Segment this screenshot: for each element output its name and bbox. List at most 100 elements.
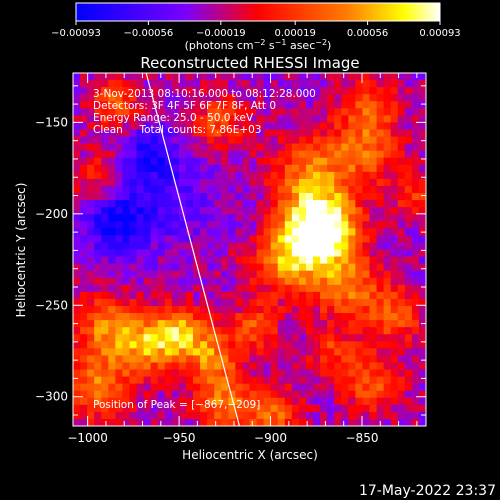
heatmap-cell — [108, 122, 116, 130]
heatmap-cell — [207, 228, 215, 236]
heatmap-cell — [249, 200, 257, 208]
heatmap-cell — [397, 150, 406, 159]
heatmap-cell — [87, 284, 95, 293]
heatmap-cell — [334, 80, 342, 88]
heatmap-cell — [313, 214, 321, 222]
heatmap-cell — [80, 221, 88, 229]
heatmap-cell — [390, 291, 399, 300]
heatmap-cell — [73, 376, 81, 385]
heatmap-cell — [390, 390, 399, 399]
heatmap-cell — [418, 418, 426, 426]
heatmap-cell — [129, 129, 137, 137]
heatmap-cell — [313, 115, 321, 123]
heatmap-cell — [320, 122, 328, 130]
heatmap-cell — [355, 256, 363, 265]
heatmap-cell — [185, 178, 194, 187]
heatmap-cell — [143, 136, 152, 144]
heatmap-cell — [171, 320, 180, 328]
heatmap-cell — [397, 101, 406, 109]
heatmap-cell — [115, 355, 123, 363]
heatmap-cell — [136, 129, 144, 137]
heatmap-cell — [355, 291, 363, 300]
heatmap-cell — [228, 313, 236, 321]
heatmap-cell — [369, 284, 377, 293]
heatmap-cell — [334, 390, 342, 399]
heatmap-cell — [327, 87, 335, 95]
heatmap-cell — [80, 397, 88, 406]
heatmap-cell — [94, 143, 102, 152]
heatmap-cell — [320, 80, 328, 88]
heatmap-cell — [94, 418, 102, 426]
heatmap-cell — [277, 193, 286, 201]
heatmap-cell — [284, 185, 293, 194]
heatmap-cell — [277, 249, 286, 257]
heatmap-cell — [164, 277, 173, 286]
heatmap-cell — [200, 305, 208, 314]
heatmap-cell — [418, 207, 426, 215]
heatmap-cell — [108, 200, 116, 208]
heatmap-cell — [362, 383, 370, 392]
heatmap-cell — [185, 284, 194, 293]
heatmap-cell — [291, 157, 300, 166]
heatmap-cell — [348, 87, 356, 95]
heatmap-cell — [362, 291, 370, 300]
heatmap-cell — [164, 164, 173, 173]
heatmap-cell — [87, 207, 95, 215]
heatmap-cell — [256, 178, 265, 187]
heatmap-cell — [178, 263, 187, 272]
heatmap-cell — [94, 249, 102, 257]
heatmap-cell — [284, 136, 293, 144]
heatmap-cell — [73, 122, 81, 130]
heatmap-cell — [115, 291, 123, 300]
heatmap-cell — [270, 214, 279, 222]
heatmap-cell — [418, 334, 426, 342]
heatmap-cell — [108, 397, 116, 406]
heatmap-cell — [418, 404, 426, 413]
x-tick-label: −1000 — [67, 431, 108, 445]
heatmap-cell — [200, 80, 208, 88]
heatmap-cell — [171, 355, 180, 363]
heatmap-cell — [164, 221, 173, 229]
heatmap-cell — [150, 376, 159, 385]
heatmap-cell — [171, 207, 180, 215]
heatmap-cell — [242, 341, 250, 349]
heatmap-cell — [178, 200, 187, 208]
heatmap-cell — [291, 334, 300, 342]
heatmap-cell — [115, 214, 123, 222]
heatmap-cell — [171, 136, 180, 144]
heatmap-cell — [383, 228, 392, 236]
heatmap-cell — [284, 305, 293, 314]
heatmap-cell — [122, 404, 130, 413]
heatmap-cell — [235, 185, 243, 194]
heatmap-cell — [362, 178, 370, 187]
heatmap-cell — [348, 298, 356, 307]
heatmap-cell — [362, 150, 370, 159]
heatmap-cell — [348, 277, 356, 286]
heatmap-cell — [362, 348, 370, 356]
heatmap-cell — [341, 334, 349, 342]
heatmap-cell — [397, 87, 406, 95]
heatmap-cell — [87, 193, 95, 201]
heatmap-cell — [355, 341, 363, 349]
heatmap-cell — [122, 376, 130, 385]
heatmap-cell — [284, 369, 293, 377]
heatmap-cell — [362, 115, 370, 123]
heatmap-cell — [136, 143, 144, 152]
heatmap-cell — [355, 178, 363, 187]
heatmap-cell — [291, 390, 300, 399]
heatmap-cell — [143, 157, 152, 166]
heatmap-cell — [362, 171, 370, 180]
heatmap-cell — [284, 263, 293, 272]
heatmap-cell — [334, 256, 342, 265]
heatmap-cell — [376, 164, 385, 173]
heatmap-cell — [341, 320, 349, 328]
heatmap-cell — [263, 362, 272, 370]
heatmap-cell — [334, 171, 342, 180]
heatmap-cell — [164, 157, 173, 166]
heatmap-cell — [87, 178, 95, 187]
heatmap-cell — [73, 334, 81, 342]
heatmap-cell — [193, 341, 201, 349]
heatmap-cell — [418, 348, 426, 356]
heatmap-cell — [383, 291, 392, 300]
heatmap-cell — [383, 270, 392, 279]
